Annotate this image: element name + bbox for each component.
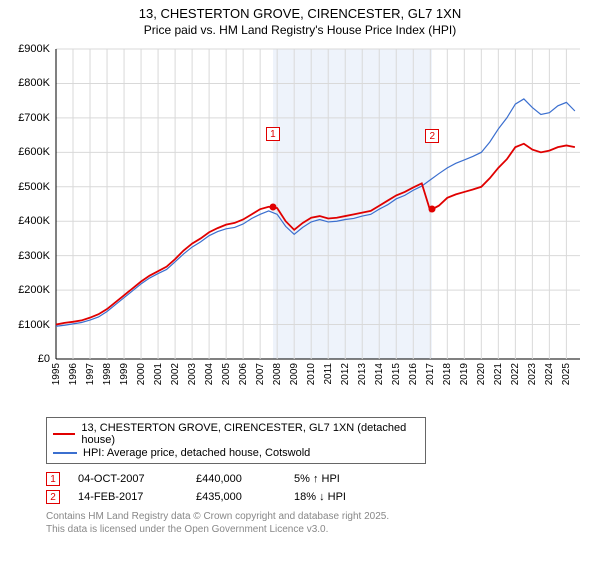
footer-credits: Contains HM Land Registry data © Crown c… [46,510,590,536]
y-axis-label: £400K [10,215,50,227]
x-axis-label: 2016 [408,363,419,385]
y-axis-label: £300K [10,250,50,262]
annotation-date: 14-FEB-2017 [78,491,178,503]
x-axis-label: 2023 [527,363,538,385]
x-axis-label: 2020 [476,363,487,385]
x-axis-label: 2002 [170,363,181,385]
annotation-change: 5% ↑ HPI [294,473,414,485]
x-axis-label: 2021 [493,363,504,385]
x-axis-label: 2012 [340,363,351,385]
x-axis-label: 2009 [289,363,300,385]
x-axis-label: 2005 [221,363,232,385]
x-axis-label: 2006 [238,363,249,385]
legend-label: 13, CHESTERTON GROVE, CIRENCESTER, GL7 1… [81,422,419,446]
annotation-number-box: 2 [46,490,60,504]
x-axis-label: 2000 [136,363,147,385]
y-axis-label: £500K [10,181,50,193]
x-axis-label: 2019 [459,363,470,385]
x-axis-label: 2024 [544,363,555,385]
y-axis-label: £100K [10,319,50,331]
legend-row: 13, CHESTERTON GROVE, CIRENCESTER, GL7 1… [53,422,419,446]
annotation-table: 1 04-OCT-2007 £440,000 5% ↑ HPI 2 14-FEB-2017… [46,472,590,504]
annotation-date: 04-OCT-2007 [78,473,178,485]
x-axis-label: 2007 [255,363,266,385]
y-axis-label: £800K [10,77,50,89]
annotation-price: £435,000 [196,491,276,503]
x-axis-label: 2014 [374,363,385,385]
series-hpi [56,99,575,326]
y-axis-label: £200K [10,284,50,296]
transaction-marker-box: 2 [425,129,439,143]
legend-row: HPI: Average price, detached house, Cots… [53,447,419,459]
x-axis-label: 2008 [272,363,283,385]
annotation-change: 18% ↓ HPI [294,491,414,503]
transaction-marker-dot [429,206,436,213]
annotation-number-box: 1 [46,472,60,486]
transaction-marker-box: 1 [266,127,280,141]
x-axis-label: 2025 [561,363,572,385]
legend-swatch [53,452,77,454]
x-axis-label: 1997 [85,363,96,385]
legend-label: HPI: Average price, detached house, Cots… [83,447,310,459]
footer-line: Contains HM Land Registry data © Crown c… [46,510,590,523]
legend-swatch [53,433,75,435]
footer-line: This data is licensed under the Open Gov… [46,523,590,536]
annotation-price: £440,000 [196,473,276,485]
annotation-row: 1 04-OCT-2007 £440,000 5% ↑ HPI [46,472,590,486]
x-axis-label: 1999 [119,363,130,385]
page-title: 13, CHESTERTON GROVE, CIRENCESTER, GL7 1… [0,6,600,21]
x-axis-label: 1995 [51,363,62,385]
x-axis-label: 2015 [391,363,402,385]
annotation-row: 2 14-FEB-2017 £435,000 18% ↓ HPI [46,490,590,504]
x-axis-label: 2011 [323,363,334,385]
x-axis-label: 2003 [187,363,198,385]
y-axis-label: £0 [10,353,50,365]
y-axis-label: £700K [10,112,50,124]
x-axis-label: 2004 [204,363,215,385]
x-axis-label: 2001 [153,363,164,385]
x-axis-label: 2017 [425,363,436,385]
page-subtitle: Price paid vs. HM Land Registry's House … [0,23,600,37]
x-axis-label: 2013 [357,363,368,385]
series-property [56,144,575,325]
transaction-marker-dot [269,204,276,211]
price-chart: £0 £100K £200K £300K £400K £500K £600K £700K £80… [10,41,590,411]
x-axis-label: 2018 [442,363,453,385]
x-axis-label: 1998 [102,363,113,385]
x-axis-label: 2010 [306,363,317,385]
legend: 13, CHESTERTON GROVE, CIRENCESTER, GL7 1… [46,417,426,464]
x-axis-label: 2022 [510,363,521,385]
chart-svg [10,41,590,399]
y-axis-label: £600K [10,146,50,158]
x-axis-label: 1996 [68,363,79,385]
y-axis-label: £900K [10,43,50,55]
